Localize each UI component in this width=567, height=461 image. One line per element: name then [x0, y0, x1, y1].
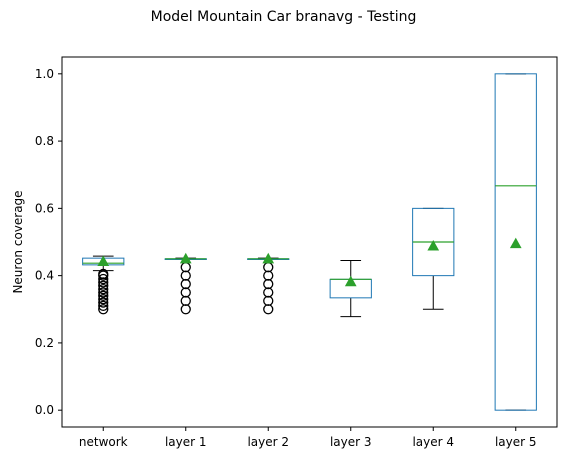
y-tick-label-2: 0.4	[35, 269, 54, 283]
outlier-network-7	[98, 290, 109, 301]
x-tick-label-layer-2: layer 2	[247, 435, 289, 449]
outlier-network-8	[98, 294, 109, 305]
outlier-layer-1-2	[180, 278, 191, 290]
outlier-network-2	[98, 273, 109, 285]
outlier-layer-2-2	[263, 278, 274, 290]
outlier-layer-1-0	[180, 262, 191, 273]
outlier-layer-2-3	[263, 287, 274, 298]
y-tick-label-1: 0.2	[35, 336, 54, 350]
outlier-network-10	[98, 300, 109, 312]
x-tick-label-layer-3: layer 3	[330, 435, 372, 449]
outlier-network-6	[98, 287, 109, 298]
mean-marker-layer-1	[179, 252, 192, 264]
y-tick-label-5: 1.0	[35, 67, 54, 81]
chart-title: Model Mountain Car branavg - Testing	[150, 9, 417, 25]
plot-frame	[61, 56, 558, 428]
mean-marker-layer-2	[262, 252, 275, 264]
outlier-layer-2-0	[263, 262, 274, 273]
mean-marker-layer-4	[427, 240, 440, 251]
outlier-layer-1-5	[180, 304, 191, 315]
y-tick-label-4: 0.8	[35, 134, 54, 148]
outlier-layer-2-1	[263, 270, 274, 281]
outlier-layer-1-1	[180, 270, 191, 281]
mean-marker-layer-3	[344, 275, 357, 287]
mean-marker-layer-5	[509, 237, 522, 249]
outlier-layer-2-5	[263, 304, 274, 315]
outlier-network-3	[98, 277, 109, 288]
box-layer-5	[494, 73, 537, 411]
x-tick-label-layer-5: layer 5	[495, 435, 537, 449]
y-tick-label-3: 0.6	[35, 201, 54, 215]
outlier-layer-2-4	[263, 295, 274, 307]
outlier-layer-1-4	[180, 295, 191, 307]
x-tick-label-layer-1: layer 1	[165, 435, 207, 449]
y-tick-label-0: 0.0	[35, 403, 54, 417]
plot-area: 0.0 0.2 0.4 0.6 0.8 1.0 network layer 1 layer 2 l…	[35, 56, 558, 449]
outlier-network-4	[98, 280, 109, 291]
mean-marker-network	[97, 255, 110, 267]
outlier-network-9	[98, 297, 109, 308]
y-axis-label: Neuron coverage	[11, 190, 25, 293]
x-tick-label-network: network	[79, 435, 128, 449]
outlier-network-1	[98, 270, 109, 281]
outlier-network-5	[98, 283, 109, 295]
x-tick-label-layer-4: layer 4	[412, 435, 454, 449]
outlier-network-11	[98, 304, 109, 315]
outlier-layer-1-3	[180, 287, 191, 298]
